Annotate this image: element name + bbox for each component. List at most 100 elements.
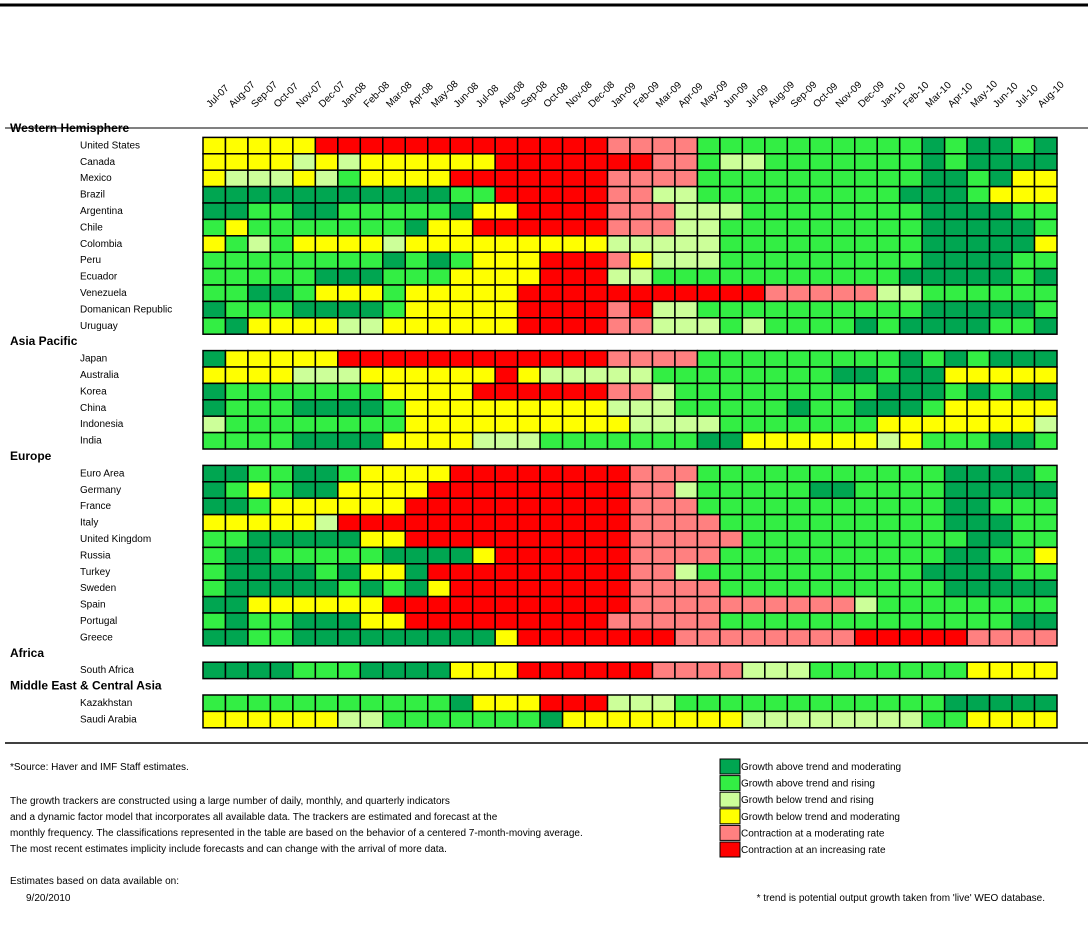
heatmap-cell	[1011, 317, 1036, 335]
heatmap-cell	[494, 169, 519, 188]
heatmap-cell	[966, 710, 991, 729]
country-label: Domanican Republic	[80, 304, 172, 315]
heatmap-cell	[247, 481, 272, 499]
heatmap-cell	[921, 399, 946, 417]
heatmap-cell	[606, 694, 631, 713]
heatmap-cell	[966, 349, 991, 368]
heatmap-cell	[741, 612, 766, 631]
heatmap-cell	[202, 382, 227, 401]
heatmap-cell	[202, 415, 227, 434]
heatmap-cell	[516, 235, 541, 253]
heatmap-cell	[426, 349, 451, 368]
heatmap-cell	[966, 612, 991, 631]
heatmap-cell	[471, 153, 496, 171]
heatmap-cell	[292, 366, 317, 385]
heatmap-cell	[786, 136, 811, 155]
legend-label: Growth above trend and moderating	[741, 762, 901, 773]
heatmap-cell	[606, 710, 631, 729]
heatmap-cell	[1033, 251, 1058, 270]
heatmap-cell	[269, 153, 294, 171]
heatmap-cell	[853, 563, 878, 581]
heatmap-cell	[831, 612, 856, 631]
heatmap-cell	[831, 399, 856, 417]
heatmap-cell	[292, 431, 317, 450]
heatmap-cell	[786, 267, 811, 286]
heatmap-cell	[696, 153, 721, 171]
heatmap-cell	[382, 464, 407, 483]
heatmap-cell	[853, 235, 878, 253]
heatmap-cell	[449, 415, 474, 434]
heatmap-cell	[786, 218, 811, 237]
heatmap-cell	[449, 235, 474, 253]
heatmap-cell	[449, 595, 474, 614]
heatmap-cell	[382, 612, 407, 631]
heatmap-cell	[898, 513, 923, 532]
heatmap-cell	[247, 546, 272, 565]
heatmap-cell	[471, 579, 496, 598]
heatmap-cell	[561, 628, 586, 647]
heatmap-cell	[674, 251, 699, 270]
heatmap-cell	[471, 235, 496, 253]
heatmap-cell	[1011, 481, 1036, 499]
heatmap-cell	[764, 694, 789, 713]
heatmap-cell	[853, 251, 878, 270]
heatmap-cell	[786, 497, 811, 516]
heatmap-cell	[561, 251, 586, 270]
heatmap-cell	[809, 481, 834, 499]
heatmap-cell	[853, 546, 878, 565]
heatmap-cell	[269, 530, 294, 549]
heatmap-cell	[516, 628, 541, 647]
country-label: South Africa	[80, 665, 134, 676]
heatmap-cell	[696, 399, 721, 417]
heatmap-cell	[809, 513, 834, 532]
heatmap-cell	[584, 202, 609, 221]
heatmap-cell	[382, 497, 407, 516]
heatmap-cell	[898, 563, 923, 581]
heatmap-cell	[988, 415, 1013, 434]
heatmap-cell	[471, 169, 496, 188]
heatmap-cell	[853, 169, 878, 188]
heatmap-cell	[674, 185, 699, 204]
heatmap-cell	[898, 481, 923, 499]
heatmap-cell	[719, 464, 744, 483]
heatmap-cell	[292, 628, 317, 647]
heatmap-cell	[674, 563, 699, 581]
heatmap-cell	[584, 513, 609, 532]
heatmap-cell	[921, 710, 946, 729]
heatmap-cell	[426, 530, 451, 549]
heatmap-cell	[247, 349, 272, 368]
heatmap-cell	[314, 579, 339, 598]
heatmap-cell	[224, 267, 249, 286]
heatmap-cell	[314, 169, 339, 188]
heatmap-cell	[494, 497, 519, 516]
heatmap-cell	[314, 136, 339, 155]
heatmap-cell	[1033, 661, 1058, 680]
heatmap-cell	[966, 481, 991, 499]
heatmap-cell	[426, 661, 451, 680]
heatmap-cell	[494, 530, 519, 549]
heatmap-cell	[584, 300, 609, 319]
heatmap-cell	[629, 382, 654, 401]
region-label: Western Hemisphere	[10, 121, 129, 135]
heatmap-cell	[674, 661, 699, 680]
heatmap-cell	[494, 300, 519, 319]
heatmap-cell	[561, 300, 586, 319]
heatmap-cell	[382, 628, 407, 647]
heatmap-cell	[224, 382, 249, 401]
heatmap-cell	[269, 399, 294, 417]
heatmap-cell	[382, 546, 407, 565]
heatmap-cell	[404, 628, 429, 647]
heatmap-cell	[786, 366, 811, 385]
heatmap-cell	[876, 497, 901, 516]
heatmap-cell	[606, 513, 631, 532]
heatmap-cell	[674, 235, 699, 253]
description-line: The growth trackers are constructed usin…	[10, 796, 450, 807]
heatmap-cell	[314, 317, 339, 335]
heatmap-cell	[269, 366, 294, 385]
heatmap-cell	[449, 153, 474, 171]
heatmap-cell	[584, 595, 609, 614]
heatmap-cell	[719, 349, 744, 368]
heatmap-cell	[988, 185, 1013, 204]
heatmap-cell	[561, 497, 586, 516]
heatmap-cell	[651, 251, 676, 270]
